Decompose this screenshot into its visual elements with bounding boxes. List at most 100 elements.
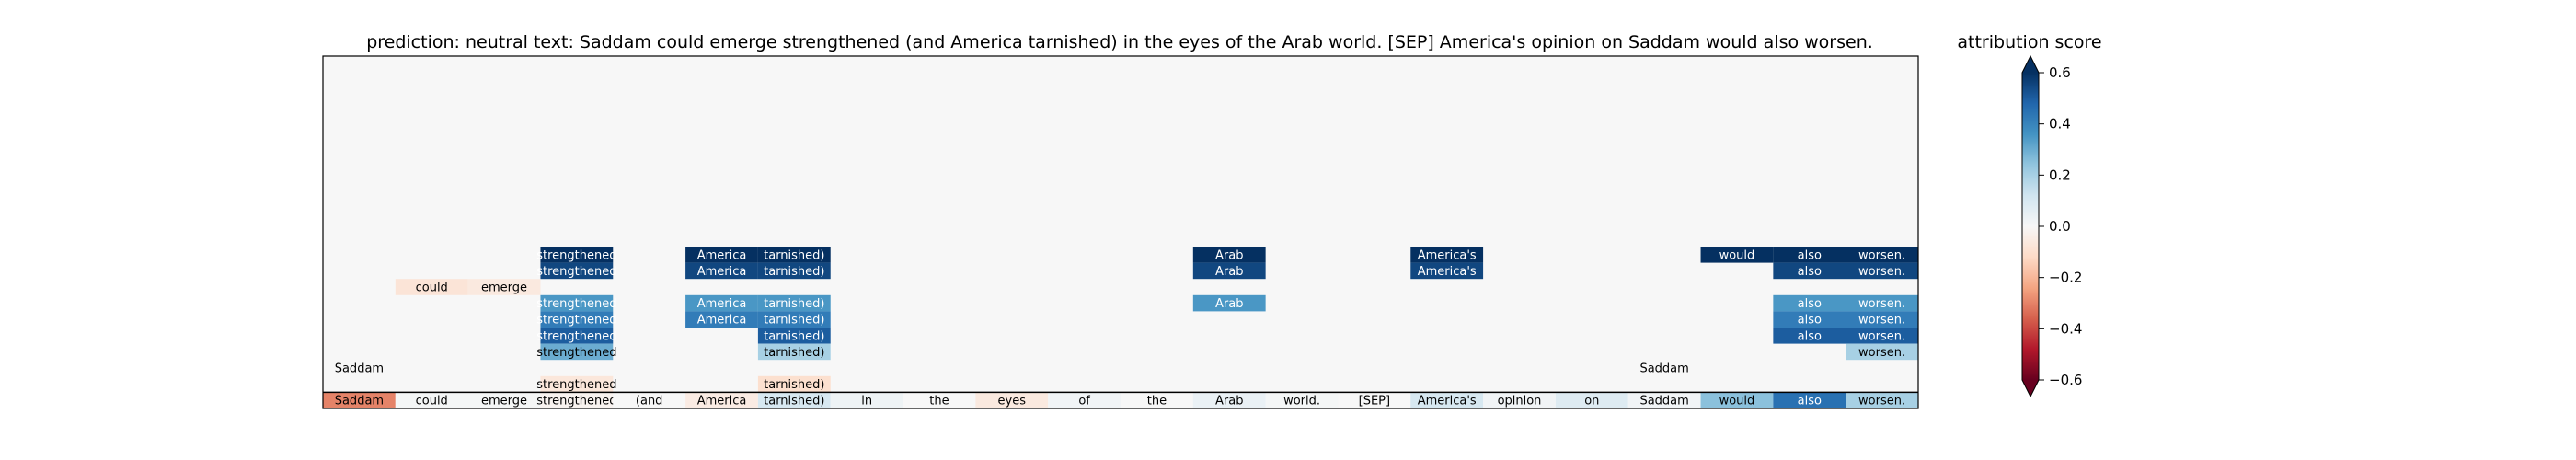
attr-cell-r3-c20: also: [1773, 294, 1846, 312]
token-cell-8-fill: [903, 392, 976, 408]
token-cell-11-fill: [1121, 392, 1193, 408]
token-cell-12-fill: [1192, 392, 1266, 408]
colorbar-extend-bottom: [2022, 380, 2039, 397]
token-cell-13: world.: [1265, 392, 1339, 408]
attr-cell-r6-c6-fill: [757, 343, 831, 361]
attr-cell-r1-c15: America's: [1410, 262, 1484, 280]
token-cell-20-fill: [1773, 392, 1846, 408]
attr-cell-r1-c6-label: tarnished): [764, 265, 824, 279]
attr-cell-r0-c6-label: tarnished): [764, 248, 824, 262]
colorbar-tick-4: −0.2: [2039, 270, 2082, 286]
token-cell-14-fill: [1338, 392, 1411, 408]
attr-cell-r4-c6: tarnished): [757, 311, 831, 328]
attr-cell-r5-c3-fill: [540, 328, 614, 344]
attr-cell-r3-c21: worsen.: [1846, 294, 1918, 312]
colorbar-tick-label: 0.4: [2049, 116, 2071, 132]
token-cell-7-fill: [830, 392, 903, 408]
attr-cell-r0-c5-label: America: [697, 248, 747, 262]
attr-cell-r4-c3: strengthened: [536, 311, 616, 328]
token-cell-6-fill: [757, 392, 831, 408]
colorbar-tick-label: 0.2: [2049, 167, 2071, 183]
token-cell-6: tarnished): [757, 392, 831, 408]
token-cell-12: Arab: [1192, 392, 1266, 408]
token-cell-15: America's: [1410, 392, 1484, 408]
attr-cell-r3-c12-fill: [1192, 294, 1266, 312]
attr-cell-r6-c21-fill: [1846, 343, 1918, 361]
attr-cell-r1-c21-fill: [1846, 262, 1918, 280]
attr-cell-r1-c3: strengthened: [536, 262, 616, 280]
token-cell-19-fill: [1700, 392, 1774, 408]
attr-cell-r3-c5-fill: [685, 294, 758, 312]
attr-cell-r6-c21: worsen.: [1846, 343, 1918, 361]
attr-cell-r5-c20-label: also: [1798, 329, 1822, 343]
attr-cell-r0-c6: tarnished): [757, 247, 831, 263]
token-cell-0: Saddam: [323, 392, 396, 408]
attr-cell-r5-c20-fill: [1773, 328, 1846, 344]
token-cell-10-label: of: [1078, 395, 1090, 408]
attr-cell-r1-c5-label: America: [697, 265, 747, 279]
attr-cell-r1-c15-label: America's: [1418, 265, 1477, 279]
attr-cell-r4-c5: America: [685, 311, 758, 328]
attr-cell-r1-c21: worsen.: [1846, 262, 1918, 280]
attr-cell-r0-c3-fill: [540, 247, 614, 263]
attr-cell-r3-c6-fill: [757, 294, 831, 312]
colorbar-tick-3: 0.0: [2039, 218, 2071, 235]
colorbar-gradient: [2022, 73, 2039, 380]
attr-cell-r4-c20-fill: [1773, 311, 1846, 328]
colorbar-tick-label: −0.6: [2049, 372, 2082, 388]
attr-cell-r1-c20-label: also: [1798, 265, 1822, 279]
colorbar-tick-label: 0.6: [2049, 64, 2071, 81]
token-cell-17-fill: [1555, 392, 1628, 408]
token-cell-5-fill: [685, 392, 758, 408]
attr-cell-r6-c6: tarnished): [757, 343, 831, 361]
attr-cell-r1-c20: also: [1773, 262, 1846, 280]
attr-cell-r0-c20-label: also: [1798, 248, 1822, 262]
attr-cell-r3-c12: Arab: [1192, 294, 1266, 312]
attr-cell-r3-c3-label: strengthened: [536, 297, 616, 311]
attr-cell-r1-c21-label: worsen.: [1858, 265, 1905, 279]
attr-cell-r4-c3-fill: [540, 311, 614, 328]
token-cell-0-label: Saddam: [335, 395, 384, 408]
attr-cell-r5-c21: worsen.: [1846, 328, 1918, 344]
attr-cell-r3-c5: America: [685, 294, 758, 312]
attr-cell-r5-c20: also: [1773, 328, 1846, 344]
attr-cell-r7-c18: Saddam: [1627, 360, 1701, 376]
colorbar-tick-0: 0.6: [2039, 64, 2071, 81]
colorbar-tick-1: 0.4: [2039, 116, 2071, 132]
attr-cell-r1-c5: America: [685, 262, 758, 280]
attr-cell-r1-c6-fill: [757, 262, 831, 280]
attr-cell-r0-c19-label: would: [1719, 248, 1755, 262]
attr-cell-r4-c20: also: [1773, 311, 1846, 328]
token-cell-20-label: also: [1798, 395, 1822, 408]
token-cell-8-label: the: [929, 395, 949, 408]
attr-cell-r3-c6-label: tarnished): [764, 297, 824, 311]
attr-cell-r3-c21-fill: [1846, 294, 1918, 312]
attr-cell-r4-c20-label: also: [1798, 314, 1822, 328]
token-cell-19-label: would: [1719, 395, 1755, 408]
token-cell-1-fill: [395, 392, 468, 408]
attr-cell-r4-c21-fill: [1846, 311, 1918, 328]
attr-cell-r7-c18-fill: [1627, 360, 1701, 376]
token-cell-16-label: opinion: [1498, 395, 1542, 408]
attr-cell-r0-c19: would: [1700, 247, 1774, 263]
colorbar-tick-5: −0.4: [2039, 320, 2082, 337]
attr-cell-r2-c2-fill: [467, 279, 541, 295]
attr-cell-r5-c3: strengthened: [536, 328, 616, 344]
token-cell-4-fill: [613, 392, 686, 408]
attr-cell-r1-c5-fill: [685, 262, 758, 280]
attr-cell-r8-c6-fill: [757, 375, 831, 393]
attr-cell-r8-c3-fill: [540, 375, 614, 393]
attr-cell-r1-c20-fill: [1773, 262, 1846, 280]
colorbar-tick-2: 0.2: [2039, 167, 2071, 183]
heatmap-area: Saddam could emerge strengthened (and America…: [322, 55, 1919, 409]
token-cell-15-fill: [1410, 392, 1484, 408]
attr-cell-r1-c3-label: strengthened: [536, 265, 616, 279]
attr-cell-r5-c21-label: worsen.: [1858, 329, 1905, 343]
token-cell-9-label: eyes: [998, 395, 1027, 408]
attr-cell-r7-c0: Saddam: [323, 360, 396, 376]
attr-cell-r0-c20: also: [1773, 247, 1846, 263]
attr-cell-r4-c5-label: America: [697, 314, 747, 328]
token-cell-18-label: Saddam: [1639, 395, 1688, 408]
token-cell-11-label: the: [1147, 395, 1167, 408]
